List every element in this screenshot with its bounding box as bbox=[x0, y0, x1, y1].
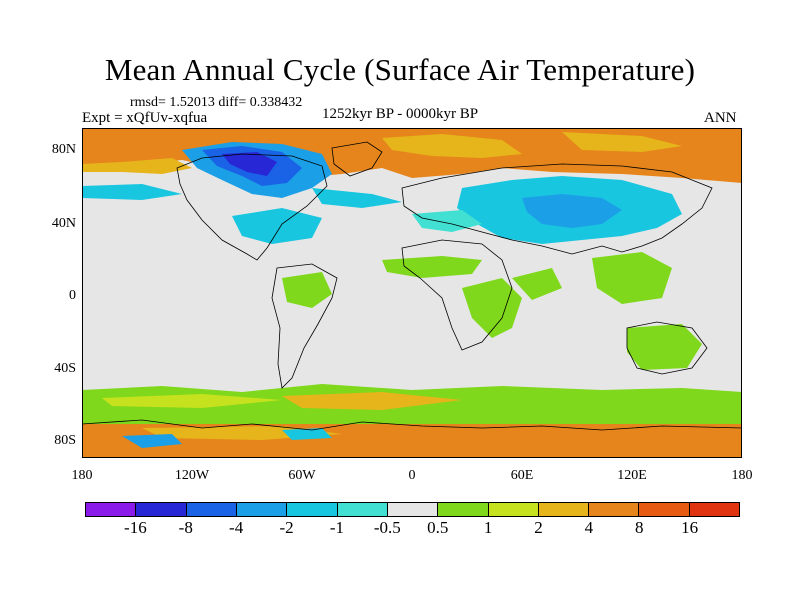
southern-ocean-orange bbox=[282, 392, 462, 410]
colorbar-cell bbox=[337, 503, 388, 516]
arctic-yellow-1 bbox=[82, 158, 192, 174]
colorbar-cell bbox=[538, 503, 590, 516]
coast-south-america bbox=[271, 263, 338, 389]
colorbar-label: -8 bbox=[178, 518, 193, 537]
colorbar-label: 16 bbox=[681, 518, 699, 537]
colorbar-cell bbox=[689, 503, 740, 516]
coast-africa bbox=[401, 239, 513, 351]
colorbar-label: -1 bbox=[329, 518, 344, 537]
y-axis-label-40s: 40S bbox=[54, 361, 76, 376]
colorbar-cell bbox=[287, 503, 338, 516]
colorbar-label: 8 bbox=[634, 518, 644, 537]
na-cold-core bbox=[222, 152, 277, 176]
x-axis-label-0: 0 bbox=[408, 468, 416, 483]
colorbar bbox=[85, 502, 740, 517]
y-axis-label-40n: 40N bbox=[51, 216, 76, 231]
coast-greenland bbox=[331, 141, 383, 177]
southern-ocean-yellow bbox=[102, 394, 282, 408]
eurasia-cold-blue bbox=[522, 194, 622, 228]
period-label: 1252kyr BP - 0000kyr BP bbox=[322, 106, 479, 122]
x-axis-label-180e: 180 bbox=[731, 468, 753, 483]
arctic-yellow-2 bbox=[382, 134, 522, 158]
coast-antarctica bbox=[82, 419, 742, 431]
experiment-label: Expt = xQfUv-xqfua bbox=[82, 110, 208, 126]
colorbar-label: 0.5 bbox=[427, 518, 449, 537]
stats-label: rmsd= 1.52013 diff= 0.338432 bbox=[130, 95, 303, 110]
pacific-cyan-band bbox=[82, 184, 182, 200]
south-america-green bbox=[282, 272, 332, 308]
coast-australia bbox=[626, 321, 708, 375]
coastlines bbox=[82, 141, 742, 431]
colorbar-label: -16 bbox=[124, 518, 147, 537]
colorbar-cell bbox=[136, 503, 187, 516]
colorbar-cell bbox=[488, 503, 539, 516]
na-mid-cyan bbox=[232, 208, 322, 244]
antarctica-cyan bbox=[282, 428, 332, 440]
australia-green bbox=[627, 324, 702, 370]
colorbar-cell bbox=[387, 503, 439, 516]
chart-title: Mean Annual Cycle (Surface Air Temperatu… bbox=[104, 52, 696, 87]
africa-green bbox=[462, 278, 522, 338]
x-axis-label-60w: 60W bbox=[288, 468, 316, 483]
season-label: ANN bbox=[704, 110, 737, 126]
coast-north-america bbox=[176, 153, 328, 261]
antarctica-cold bbox=[122, 434, 182, 448]
colorbar-cell bbox=[186, 503, 237, 516]
colorbar-cell bbox=[86, 503, 137, 516]
y-axis-label-80n: 80N bbox=[51, 142, 76, 157]
colorbar-label: 1 bbox=[483, 518, 493, 537]
mediterranean-cyan bbox=[412, 210, 482, 232]
maritime-green bbox=[592, 252, 672, 304]
indian-ocean-green bbox=[512, 268, 562, 300]
atlantic-cyan-band bbox=[312, 188, 402, 208]
anomaly-map bbox=[82, 128, 742, 458]
sahel-green bbox=[382, 256, 482, 278]
coast-europe-asia bbox=[401, 163, 713, 255]
colorbar-label: 4 bbox=[584, 518, 594, 537]
x-axis-label-120e: 120E bbox=[617, 468, 647, 483]
x-axis-label-180w: 180 bbox=[71, 468, 93, 483]
arctic-yellow-3 bbox=[562, 132, 682, 152]
colorbar-cell bbox=[589, 503, 640, 516]
colorbar-cell bbox=[639, 503, 690, 516]
y-axis-label-0: 0 bbox=[69, 288, 76, 303]
x-axis-label-60e: 60E bbox=[510, 468, 534, 483]
colorbar-label: 2 bbox=[534, 518, 543, 537]
x-axis-label-120w: 120W bbox=[174, 468, 210, 483]
colorbar-cell bbox=[438, 503, 489, 516]
y-axis-label-80s: 80S bbox=[54, 433, 76, 448]
colorbar-label: -2 bbox=[279, 518, 294, 537]
map-border bbox=[82, 128, 742, 458]
colorbar-label: -0.5 bbox=[373, 518, 401, 537]
colorbar-cell bbox=[236, 503, 288, 516]
colorbar-label: -4 bbox=[229, 518, 244, 537]
